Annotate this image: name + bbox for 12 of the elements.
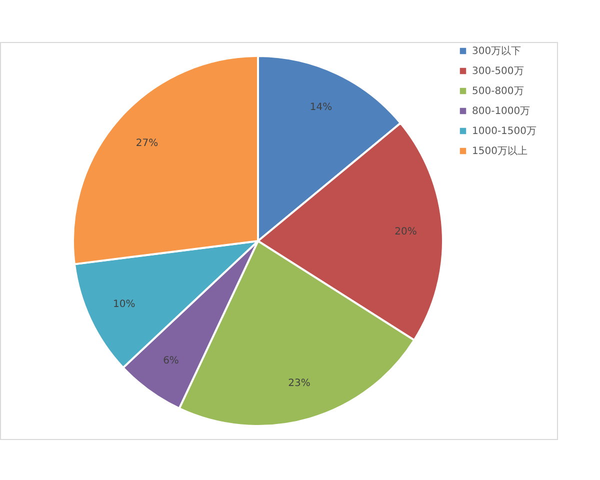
legend-label: 500-800万 (472, 86, 524, 97)
legend-label: 1500万以上 (472, 145, 528, 157)
legend-label: 1000-1500万 (472, 126, 537, 137)
data-label: 23% (288, 378, 310, 390)
data-label: 27% (136, 138, 158, 150)
data-label: 14% (310, 102, 332, 114)
data-label: 6% (163, 356, 179, 367)
data-label: 10% (112, 299, 136, 310)
data-label: 20% (394, 226, 417, 238)
legend-label: 300-500万 (472, 66, 524, 77)
legend-label: 800-1000万 (472, 106, 530, 117)
legend-label: 300万以下 (472, 45, 522, 57)
